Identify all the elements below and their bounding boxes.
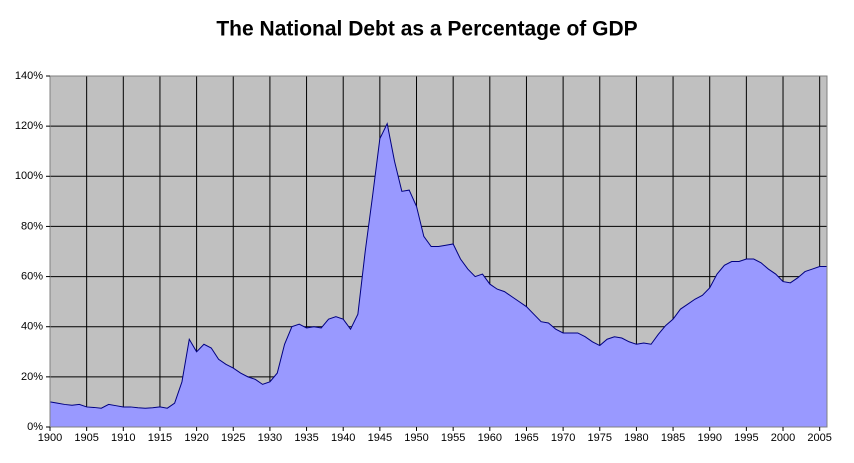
x-tick-label: 1930 bbox=[258, 432, 282, 444]
x-tick-label: 1915 bbox=[148, 432, 172, 444]
x-tick-label: 1955 bbox=[441, 432, 465, 444]
y-tick-label: 120% bbox=[15, 120, 43, 132]
x-tick-label: 1925 bbox=[221, 432, 245, 444]
y-tick-label: 0% bbox=[27, 421, 43, 433]
y-tick-label: 100% bbox=[15, 170, 43, 182]
y-tick-label: 140% bbox=[15, 70, 43, 82]
x-tick-label: 1900 bbox=[38, 432, 62, 444]
x-tick-label: 1965 bbox=[514, 432, 538, 444]
y-tick-label: 20% bbox=[21, 371, 43, 383]
chart-title: The National Debt as a Percentage of GDP bbox=[216, 18, 637, 41]
x-tick-label: 1935 bbox=[294, 432, 318, 444]
x-tick-label: 1945 bbox=[368, 432, 392, 444]
y-tick-label: 60% bbox=[21, 270, 43, 282]
x-tick-label: 1950 bbox=[404, 432, 428, 444]
x-tick-label: 1940 bbox=[331, 432, 355, 444]
y-tick-label: 40% bbox=[21, 321, 43, 333]
x-tick-label: 1960 bbox=[478, 432, 502, 444]
x-tick-label: 1995 bbox=[734, 432, 758, 444]
x-tick-label: 1905 bbox=[74, 432, 98, 444]
x-tick-label: 1920 bbox=[184, 432, 208, 444]
x-tick-label: 1970 bbox=[551, 432, 575, 444]
x-tick-label: 1975 bbox=[588, 432, 612, 444]
y-tick-label: 80% bbox=[21, 220, 43, 232]
x-tick-label: 1990 bbox=[697, 432, 721, 444]
x-tick-label: 1910 bbox=[111, 432, 135, 444]
area-line bbox=[49, 122, 827, 409]
plot-border bbox=[49, 75, 828, 428]
x-tick-label: 1980 bbox=[624, 432, 648, 444]
x-tick-label: 2000 bbox=[771, 432, 795, 444]
area bbox=[50, 123, 827, 427]
x-tick-label: 2005 bbox=[807, 432, 831, 444]
x-tick-label: 1985 bbox=[661, 432, 685, 444]
